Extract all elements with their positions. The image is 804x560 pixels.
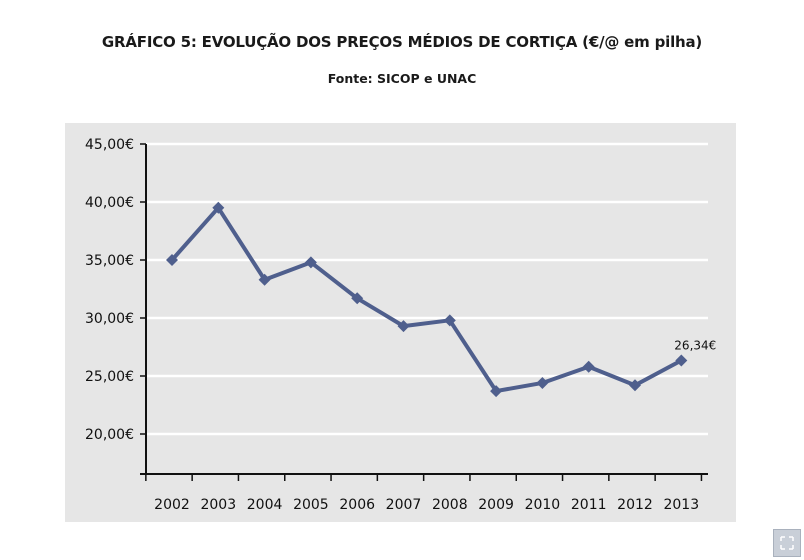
data-point <box>166 254 178 266</box>
data-point <box>258 273 271 286</box>
x-tick-label: 2008 <box>432 497 468 513</box>
data-point <box>536 376 549 389</box>
y-tick-label: 25,00€ <box>85 369 134 385</box>
data-point <box>304 256 317 269</box>
data-point <box>582 360 595 373</box>
y-tick-label: 40,00€ <box>85 195 134 211</box>
data-point <box>675 354 688 367</box>
x-tick-label: 2003 <box>200 497 236 513</box>
chart-subtitle: Fonte: SICOP e UNAC <box>327 71 477 86</box>
x-tick-label: 2006 <box>339 497 375 513</box>
y-tick-label: 20,00€ <box>85 427 134 443</box>
x-tick-label: 2013 <box>663 497 699 513</box>
x-tick-label: 2004 <box>247 497 283 513</box>
data-point <box>212 201 225 214</box>
data-label: 26,34€ <box>674 338 716 352</box>
y-tick-label: 35,00€ <box>85 253 134 269</box>
x-tick-label: 2005 <box>293 497 329 513</box>
y-tick-label: 45,00€ <box>85 137 134 153</box>
x-tick-label: 2012 <box>617 497 653 513</box>
series-line <box>170 205 683 394</box>
x-tick-label: 2010 <box>525 497 561 513</box>
chart-title: GRÁFICO 5: EVOLUÇÃO DOS PREÇOS MÉDIOS DE… <box>101 33 703 51</box>
y-tick-label: 30,00€ <box>85 311 134 327</box>
data-point <box>397 320 410 333</box>
x-tick-label: 2007 <box>386 497 422 513</box>
data-point <box>443 314 456 327</box>
data-point <box>351 292 364 305</box>
data-point <box>490 385 503 398</box>
x-tick-label: 2011 <box>571 497 607 513</box>
x-tick-label: 2002 <box>154 497 190 513</box>
expand-arrows-icon <box>780 536 794 550</box>
data-point <box>629 379 641 392</box>
expand-icon[interactable] <box>773 529 801 557</box>
x-tick-label: 2009 <box>478 497 514 513</box>
